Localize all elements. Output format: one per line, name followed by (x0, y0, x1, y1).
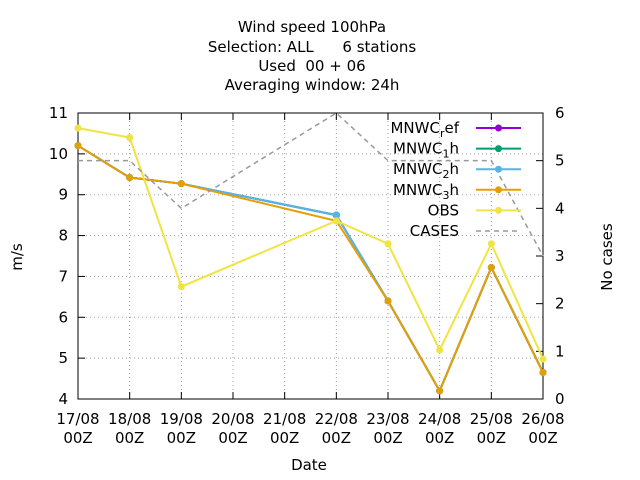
y2-tick-label: 6 (555, 104, 565, 122)
series-line (78, 112, 544, 257)
y2-tick-label: 1 (555, 342, 565, 360)
legend-marker (495, 165, 502, 173)
y-tick-label: 11 (49, 104, 68, 122)
legend-label: CASES (410, 222, 459, 240)
legend-entry: MNWCref (390, 119, 521, 140)
legend-entry: OBS (428, 201, 521, 219)
legend-marker (495, 145, 502, 153)
x-tick-label: 00Z (63, 429, 92, 447)
x-tick-label: 25/08 (470, 410, 513, 428)
x-tick-label: 00Z (528, 429, 557, 447)
y-tick-label: 7 (58, 267, 68, 285)
x-axis-label: Date (291, 456, 327, 474)
legend-entry: MNWC3h (393, 181, 521, 202)
data-point (487, 240, 495, 248)
y-tick-label: 6 (58, 308, 68, 326)
y-tick-label: 4 (58, 390, 68, 408)
legend-marker (495, 124, 502, 132)
data-point (177, 283, 185, 291)
data-point (539, 355, 547, 363)
x-tick-label: 18/08 (108, 410, 151, 428)
data-point (332, 211, 340, 219)
x-tick-label: 21/08 (263, 410, 306, 428)
series-obs (74, 124, 547, 363)
x-tick-label: 00Z (425, 429, 454, 447)
series-line (77, 144, 544, 392)
data-point (539, 368, 547, 376)
x-tick-label: 23/08 (366, 410, 409, 428)
title-line-4: Averaging window: 24h (225, 76, 400, 94)
x-tick-label: 00Z (167, 429, 196, 447)
x-tick-label: 26/08 (521, 410, 564, 428)
y-axis-label: m/s (8, 243, 26, 271)
x-tick-label: 00Z (218, 429, 247, 447)
grid (78, 113, 543, 399)
series-line (77, 144, 544, 392)
legend-label: MNWCref (390, 119, 459, 140)
legend-marker (495, 186, 502, 194)
data-point (126, 174, 134, 182)
title-line-2: Selection: ALL 6 stations (208, 38, 416, 56)
series-line (77, 144, 544, 392)
y2-tick-label: 0 (555, 390, 565, 408)
legend-label: OBS (428, 201, 459, 219)
legend-marker (495, 206, 502, 214)
x-tick-label: 20/08 (211, 410, 254, 428)
x-tick-label: 00Z (373, 429, 402, 447)
data-point (384, 240, 392, 248)
data-point (126, 134, 134, 142)
data-point (436, 387, 444, 395)
data-point (74, 124, 82, 132)
data-point (177, 180, 185, 188)
x-tick-label: 22/08 (315, 410, 358, 428)
x-tick-label: 17/08 (56, 410, 99, 428)
x-tick-label: 24/08 (418, 410, 461, 428)
legend-entry: MNWC2h (393, 160, 521, 181)
y-tick-label: 9 (58, 186, 68, 204)
series-line (77, 127, 544, 360)
plot-frame (77, 112, 544, 400)
data-point (384, 297, 392, 305)
series-cases (78, 112, 544, 257)
title-line-1: Wind speed 100hPa (238, 18, 386, 36)
title-line-3: Used 00 + 06 (258, 57, 365, 75)
series-layer (74, 112, 547, 395)
series-line (77, 144, 544, 392)
x-tick-label: 00Z (477, 429, 506, 447)
y-tick-label: 10 (49, 145, 68, 163)
x-tick-label: 00Z (115, 429, 144, 447)
legend-label: MNWC1h (393, 140, 459, 161)
y-tick-label: 8 (58, 227, 68, 245)
y2-tick-label: 5 (555, 152, 565, 170)
data-point (487, 263, 495, 271)
data-point (436, 346, 444, 354)
x-tick-label: 00Z (322, 429, 351, 447)
y2-tick-label: 2 (555, 295, 565, 313)
data-point (332, 217, 340, 225)
chart-title: Wind speed 100hPa Selection: ALL 6 stati… (208, 18, 416, 94)
legend-label: MNWC2h (393, 160, 459, 181)
y-tick-label: 5 (58, 349, 68, 367)
axes: 4567891011012345617/0800Z18/0800Z19/0800… (49, 104, 565, 447)
data-point (74, 142, 82, 150)
x-tick-label: 19/08 (160, 410, 203, 428)
legend-entry: MNWC1h (393, 140, 521, 161)
y2-axis-label: No cases (598, 223, 616, 291)
legend-entry: CASES (410, 222, 521, 240)
x-tick-label: 00Z (270, 429, 299, 447)
legend-label: MNWC3h (393, 181, 459, 202)
y2-tick-label: 3 (555, 247, 565, 265)
y2-tick-label: 4 (555, 199, 565, 217)
